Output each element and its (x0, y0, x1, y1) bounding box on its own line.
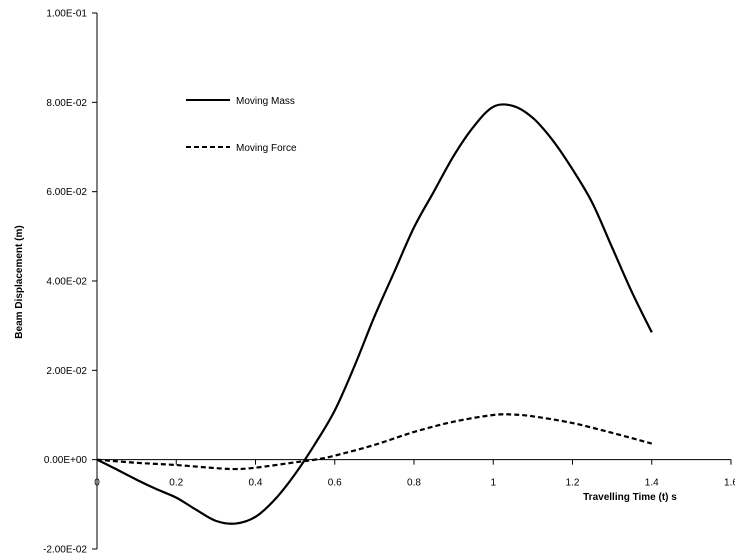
y-tick-label: 4.00E-02 (46, 277, 87, 288)
y-tick-label: 2.00E-02 (46, 366, 87, 377)
y-tick-label: -2.00E-02 (43, 545, 87, 556)
x-axis-ticks: 00.20.40.60.811.21.41.6 (94, 459, 735, 489)
series-layer (96, 103, 653, 525)
x-tick-label: 0.6 (328, 478, 342, 489)
x-tick-label: 0.2 (169, 478, 183, 489)
x-tick-label: 0.8 (407, 478, 421, 489)
legend-label-moving-force: Moving Force (236, 143, 297, 154)
x-tick-label: 1.6 (724, 478, 735, 489)
x-tick-label: 1.4 (645, 478, 659, 489)
legend: Moving Mass Moving Force (186, 96, 297, 154)
x-tick-label: 1 (490, 478, 496, 489)
x-tick-label: 1.2 (566, 478, 580, 489)
x-axis-title: Travelling Time (t) s (583, 492, 677, 503)
series-line-moving-force (96, 413, 653, 471)
y-tick-label: 6.00E-02 (46, 187, 87, 198)
x-tick-label: 0.4 (249, 478, 263, 489)
y-tick-label: 8.00E-02 (46, 98, 87, 109)
y-axis-ticks: -2.00E-02 0.00E+00 2.00E-02 4.00E-02 6.00E-0… (43, 9, 97, 556)
series-line-moving-mass (96, 103, 653, 525)
y-tick-label: 0.00E+00 (44, 455, 88, 466)
y-axis-title: Beam Displacement (m) (14, 225, 25, 338)
legend-label-moving-mass: Moving Mass (236, 96, 295, 107)
y-tick-label: 1.00E-01 (46, 9, 87, 20)
